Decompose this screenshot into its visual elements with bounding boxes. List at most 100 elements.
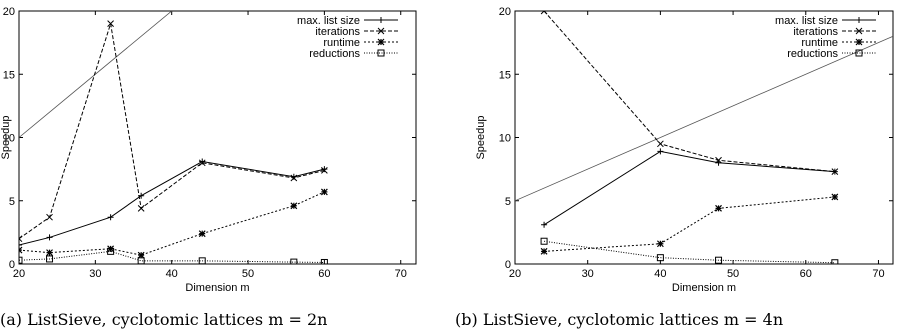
- data-point: [107, 214, 114, 221]
- series-line-max-list-size: [19, 161, 325, 246]
- x-tick-label: 30: [89, 268, 101, 280]
- data-point: [137, 251, 145, 259]
- data-point: [321, 166, 328, 173]
- data-point: [19, 256, 23, 264]
- x-tick-label: 70: [872, 268, 884, 280]
- data-point: [831, 193, 839, 201]
- legend-label: iterations: [315, 26, 360, 38]
- data-point: [657, 140, 664, 148]
- data-point: [831, 259, 839, 264]
- legend-marker: [377, 38, 385, 46]
- data-point: [137, 204, 145, 212]
- y-tick-label: 10: [3, 133, 15, 145]
- data-point: [199, 158, 206, 165]
- x-tick-label: 70: [395, 268, 407, 280]
- data-point: [198, 159, 206, 167]
- series-line-reductions: [544, 240, 835, 264]
- x-tick-label: 60: [318, 268, 330, 280]
- legend-marker: [378, 17, 384, 23]
- legend-label: reductions: [787, 48, 838, 60]
- reference-line: [515, 35, 893, 202]
- x-tick-label: 60: [800, 268, 812, 280]
- legend-label: reductions: [309, 48, 360, 60]
- y-tick-label: 20: [499, 6, 511, 18]
- data-point: [831, 168, 839, 176]
- data-point: [541, 221, 548, 228]
- data-point: [540, 247, 548, 255]
- reference-line: [19, 11, 173, 138]
- x-tick-label: 50: [242, 268, 254, 280]
- data-point: [19, 246, 23, 254]
- data-point: [657, 148, 664, 155]
- data-point: [46, 213, 53, 221]
- legend-marker: [377, 27, 385, 35]
- data-point: [46, 255, 54, 263]
- data-point: [290, 173, 297, 180]
- chart-panel-2: 20 30 40 50 60 70 0 5 10 15 20 Dimension m Speedup ma…: [455, 6, 894, 329]
- data-point: [19, 235, 23, 243]
- legend-label: max. list size: [297, 15, 360, 27]
- series-line-max-list-size: [543, 150, 835, 226]
- legend-marker: [855, 38, 863, 46]
- legend-label: runtime: [323, 37, 360, 49]
- series-line-runtime: [19, 191, 325, 256]
- legend-marker: [856, 17, 862, 23]
- x-tick-label: 20: [13, 268, 25, 280]
- x-axis-label: Dimension m: [672, 282, 736, 294]
- y-axis-label: Speedup: [0, 115, 12, 159]
- data-point: [540, 11, 548, 15]
- y-tick-label: 15: [499, 69, 511, 81]
- plot-area: [19, 11, 328, 264]
- data-point: [46, 234, 53, 241]
- series-line-iterations: [19, 23, 325, 240]
- data-point: [320, 188, 328, 196]
- x-tick-label: 50: [727, 268, 739, 280]
- x-tick-label: 40: [166, 268, 178, 280]
- legend-label: max. list size: [775, 15, 838, 27]
- y-tick-label: 0: [9, 259, 15, 271]
- y-axis-label: Speedup: [475, 115, 487, 159]
- data-point: [46, 249, 53, 257]
- x-tick-label: 20: [509, 268, 521, 280]
- data-point: [107, 20, 114, 28]
- legend-marker: [855, 49, 863, 57]
- data-point: [107, 247, 115, 255]
- series-line-reductions: [19, 250, 325, 263]
- data-point: [715, 256, 723, 264]
- y-tick-label: 5: [505, 196, 511, 208]
- y-tick-label: 15: [3, 69, 15, 81]
- chart-panel-1: 20 30 40 50 60 70 0 5 10 15 20 Dimension m Speedup ma…: [0, 6, 417, 329]
- data-point: [290, 258, 298, 264]
- series-line-runtime: [544, 196, 835, 252]
- legend-label: iterations: [793, 26, 838, 38]
- legend-marker: [855, 27, 863, 35]
- y-tick-label: 0: [505, 259, 511, 271]
- legend-marker: [377, 49, 385, 57]
- x-tick-label: 40: [654, 268, 666, 280]
- data-point: [290, 202, 298, 210]
- y-tick-label: 5: [9, 196, 15, 208]
- data-point: [290, 174, 298, 182]
- caption: (a) ListSieve, cyclotomic lattices m = 2…: [0, 310, 327, 329]
- data-point: [656, 240, 664, 248]
- x-tick-label: 30: [582, 268, 594, 280]
- plot-area: [515, 11, 893, 264]
- data-point: [715, 204, 722, 212]
- x-axis-label: Dimension m: [185, 282, 249, 294]
- data-point: [715, 156, 722, 164]
- caption: (b) ListSieve, cyclotomic lattices m = 4…: [455, 310, 783, 329]
- data-point: [321, 167, 328, 174]
- legend-label: runtime: [801, 37, 838, 49]
- data-point: [656, 254, 664, 262]
- data-point: [198, 230, 206, 238]
- data-point: [19, 242, 22, 249]
- data-point: [540, 237, 548, 245]
- y-tick-label: 10: [499, 133, 511, 145]
- data-point: [198, 257, 206, 264]
- data-point: [137, 257, 145, 264]
- series-line-iterations: [543, 11, 835, 173]
- data-point: [320, 258, 328, 264]
- y-tick-label: 20: [3, 6, 15, 18]
